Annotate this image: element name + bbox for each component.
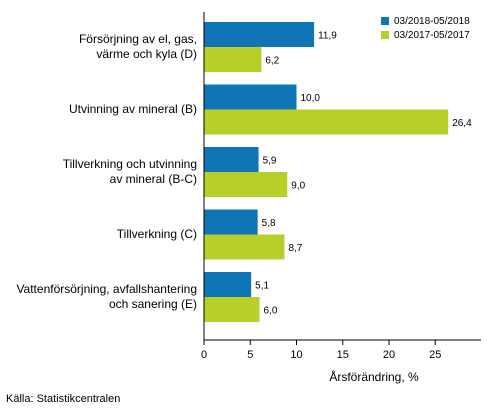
bar-4-series-1 (204, 209, 258, 235)
category-label-2: Utvinning av mineral (B) (0, 102, 197, 117)
bar-5-series-1 (204, 272, 252, 297)
data-label-1-series-1: 11,9 (318, 31, 337, 42)
category-label-3-line-1: Tillverkning och utvinning (62, 157, 197, 171)
legend: 03/2018-05/2018 03/2017-05/2017 (381, 14, 470, 42)
legend-label-series-2: 03/2017-05/2017 (394, 29, 470, 41)
x-tick-label-0: 0 (201, 349, 207, 361)
data-label-3-series-1: 5,9 (263, 156, 277, 167)
category-label-1-line-1: Försörjning av el, gas, (78, 32, 197, 46)
data-label-2-series-2: 26,4 (452, 118, 472, 129)
category-label-3: Tillverkning och utvinning av mineral (B-… (0, 157, 197, 187)
data-label-1-series-2: 6,2 (265, 56, 279, 67)
data-label-4-series-2: 8,7 (288, 243, 302, 254)
category-label-2-line-1: Utvinning av mineral (B) (68, 102, 197, 116)
legend-item-series-1: 03/2018-05/2018 (381, 14, 470, 28)
legend-item-series-2: 03/2017-05/2017 (381, 28, 470, 42)
category-label-5-line-1: Vattenförsörjning, avfallshantering (16, 282, 197, 296)
x-axis-label: Årsförändring, % (329, 369, 419, 384)
data-label-3-series-2: 9,0 (291, 181, 305, 192)
bar-3-series-2 (204, 172, 288, 197)
bar-1-series-2 (204, 47, 262, 72)
data-label-5-series-2: 6,0 (264, 306, 278, 317)
bar-2-series-1 (204, 84, 297, 110)
bar-2-series-2 (204, 109, 449, 135)
bars-layer: 11,9 6,2 10,0 26,4 5,9 9,0 5,8 8,7 5,1 6,0 (204, 22, 472, 322)
data-label-4-series-1: 5,8 (262, 218, 276, 229)
bar-4-series-2 (204, 234, 285, 260)
source-note: Källa: Statistikcentralen (6, 393, 121, 405)
x-tick-label-20: 20 (383, 349, 395, 361)
data-label-2-series-1: 10,0 (301, 93, 321, 104)
category-label-5: Vattenförsörjning, avfallshantering och s… (0, 282, 197, 312)
category-label-1-line-2: värme och kyla (D) (96, 47, 197, 61)
bar-3-series-1 (204, 147, 259, 172)
x-tick-label-15: 15 (337, 349, 349, 361)
bar-5-series-2 (204, 297, 260, 322)
legend-swatch-series-2 (381, 31, 389, 39)
x-tick-label-10: 10 (290, 349, 302, 361)
legend-swatch-series-1 (381, 17, 389, 25)
x-tick-label-25: 25 (429, 349, 441, 361)
bar-1-series-1 (204, 22, 315, 47)
category-label-1: Försörjning av el, gas, värme och kyla (D… (0, 32, 197, 62)
x-axis: 0 5 10 15 20 25 Årsförändring, % (201, 12, 481, 384)
data-label-5-series-1: 5,1 (255, 281, 269, 292)
category-label-4: Tillverkning (C) (0, 227, 197, 242)
legend-label-series-1: 03/2018-05/2018 (394, 15, 470, 27)
category-label-3-line-2: av mineral (B-C) (109, 172, 197, 186)
category-label-4-line-1: Tillverkning (C) (116, 227, 197, 241)
x-tick-label-5: 5 (247, 349, 253, 361)
category-label-5-line-2: och sanering (E) (108, 297, 197, 311)
